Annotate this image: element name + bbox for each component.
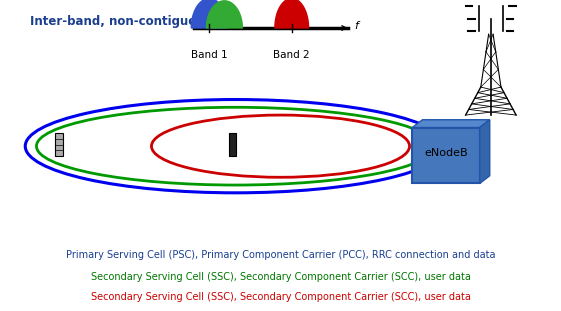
Polygon shape: [206, 1, 242, 28]
FancyBboxPatch shape: [229, 133, 237, 156]
Polygon shape: [191, 0, 227, 28]
Text: eNodeB: eNodeB: [424, 148, 468, 158]
Text: Secondary Serving Cell (SSC), Secondary Component Carrier (SCC), user data: Secondary Serving Cell (SSC), Secondary …: [90, 272, 471, 282]
Polygon shape: [275, 0, 309, 28]
Text: Band 2: Band 2: [273, 50, 310, 60]
FancyBboxPatch shape: [412, 128, 480, 183]
Text: Inter-band, non-contiguous: Inter-band, non-contiguous: [30, 15, 211, 28]
Polygon shape: [412, 120, 490, 128]
Text: Band 1: Band 1: [191, 50, 228, 60]
Text: Primary Serving Cell (PSC), Primary Component Carrier (PCC), RRC connection and : Primary Serving Cell (PSC), Primary Comp…: [66, 250, 495, 260]
Polygon shape: [480, 120, 490, 183]
FancyBboxPatch shape: [55, 133, 62, 156]
Text: Secondary Serving Cell (SSC), Secondary Component Carrier (SCC), user data: Secondary Serving Cell (SSC), Secondary …: [90, 292, 471, 302]
Text: f: f: [355, 21, 358, 31]
